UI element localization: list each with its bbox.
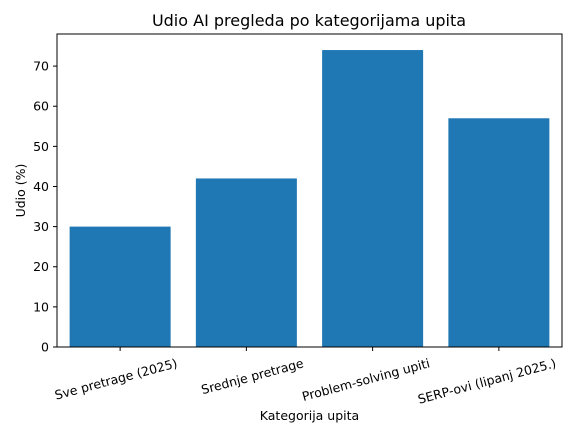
y-tick-label: 0 [41,340,49,355]
y-tick-label: 30 [33,219,49,234]
x-tick-label: SERP-ovi (lipanj 2025.) [416,355,557,406]
plot-frame [56,33,563,348]
x-tick-label: Sve pretrage (2025) [53,355,179,402]
x-tick-label: Srednje pretrage [200,355,306,397]
x-axis: Sve pretrage (2025) Srednje pretrageProbl… [53,347,558,407]
bar-3 [322,50,424,348]
y-tick-label: 20 [33,259,49,274]
y-tick-label: 50 [33,139,49,154]
y-tick-label: 60 [33,99,49,114]
bar-2 [195,178,297,347]
y-tick-label: 40 [33,179,49,194]
y-tick-label: 70 [33,59,49,74]
y-axis: 0 10 20 30 40 50 60 70 [33,59,57,355]
x-tick-label: Problem-solving upiti [300,355,431,404]
y-axis-label: Udio (%) [13,164,28,218]
x-axis-label: Kategorija upita [260,408,359,423]
bars-group [69,50,550,348]
bar-1 [69,226,171,347]
bar-4 [448,118,550,348]
chart-title: Udio AI pregleda po kategorijama upita [152,11,466,30]
y-tick-label: 10 [33,299,49,314]
